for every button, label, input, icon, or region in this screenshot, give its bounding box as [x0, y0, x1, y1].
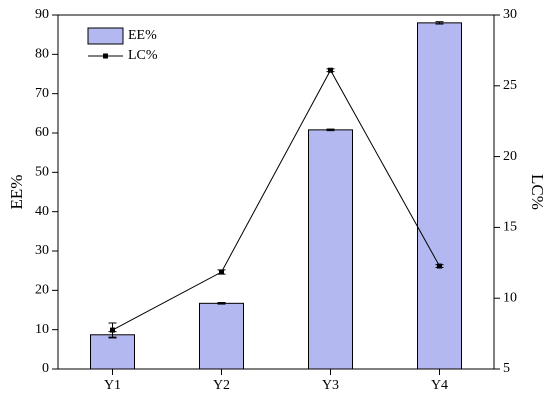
y-tick-label: 40	[35, 204, 49, 219]
y-tick-label: 30	[35, 243, 49, 258]
legend-marker	[103, 53, 108, 59]
marker	[219, 269, 224, 275]
marker	[437, 263, 442, 269]
y-tick-label: 80	[35, 47, 49, 62]
x-tick-label: Y1	[104, 378, 121, 393]
legend-swatch	[87, 27, 124, 45]
line	[112, 69, 440, 331]
y2-tick-label: 5	[503, 361, 510, 376]
y-tick-label: 10	[35, 322, 49, 337]
y-tick-label: 20	[35, 283, 49, 298]
plot-frame	[57, 14, 495, 370]
y2-axis-label: LC%	[528, 174, 547, 210]
x-tick-label: Y2	[213, 378, 230, 393]
y-axis-label: EE%	[7, 175, 26, 210]
y-tick-label: 60	[35, 125, 49, 140]
y-tick-label: 50	[35, 165, 49, 180]
y-tick-label: 70	[35, 86, 49, 101]
legend-label: EE%	[128, 28, 157, 43]
bar	[90, 334, 135, 370]
bar	[308, 129, 353, 370]
x-tick-label: Y3	[322, 378, 339, 393]
y-tick-label: 90	[35, 7, 49, 22]
marker	[110, 327, 115, 333]
y-tick-label: 0	[42, 361, 49, 376]
x-tick-label: Y4	[431, 378, 448, 393]
y2-tick-label: 25	[503, 78, 517, 93]
y2-tick-label: 30	[503, 7, 517, 22]
marker	[328, 67, 333, 73]
y2-tick-label: 10	[503, 290, 517, 305]
y2-tick-label: 20	[503, 149, 517, 164]
y2-tick-label: 15	[503, 220, 517, 235]
bar	[199, 302, 244, 370]
bar	[417, 22, 462, 370]
legend-label: LC%	[128, 48, 158, 63]
